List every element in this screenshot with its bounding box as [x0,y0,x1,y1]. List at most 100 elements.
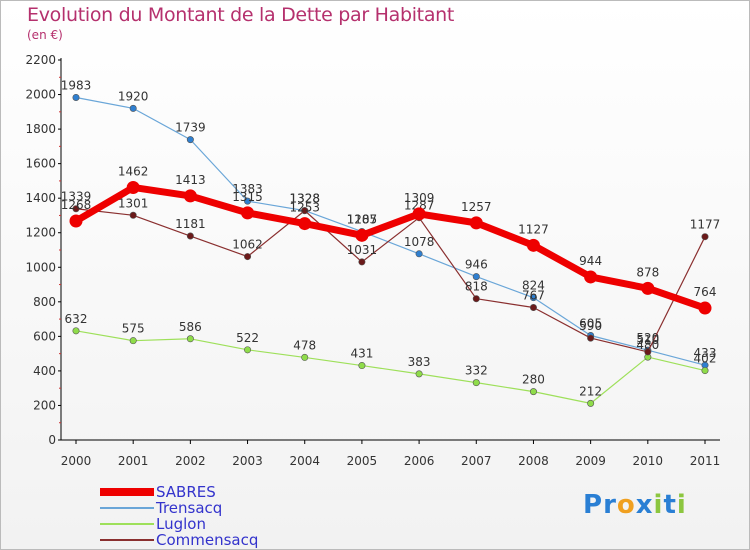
data-label-sabres: 944 [579,254,602,268]
data-label-luglon: 280 [522,373,545,387]
data-point-trensacq [72,93,80,101]
data-point-trensacq [415,250,423,258]
x-tick-label: 2005 [347,454,378,468]
data-label-commensacq: 818 [465,280,488,294]
legend-swatch [100,539,154,541]
series-line-luglon [75,330,706,404]
y-tick-label: 2200 [25,53,56,67]
logo-letter: i [653,490,664,520]
data-label-sabres: 1309 [404,191,435,205]
data-label-commensacq: 510 [636,333,659,347]
data-label-luglon: 402 [694,352,717,366]
data-label-trensacq: 1920 [118,89,149,103]
data-point-sabres [355,228,369,242]
data-label-trensacq: 1983 [61,78,92,92]
data-point-trensacq [129,104,137,112]
data-point-commensacq [244,253,252,261]
data-label-trensacq: 1739 [175,121,206,135]
data-point-luglon [701,367,709,375]
data-point-sabres [298,217,312,231]
y-tick-label: 1400 [25,191,56,205]
x-tick-label: 2001 [118,454,149,468]
data-point-commensacq [587,334,595,342]
y-tick-label: 2000 [25,88,56,102]
data-label-commensacq: 1287 [404,199,435,213]
data-label-commensacq: 1031 [347,243,378,257]
series-line-trensacq [75,96,706,366]
legend-label: Commensacq [156,531,259,549]
y-tick-label: 1200 [25,226,56,240]
data-label-luglon: 586 [179,320,202,334]
data-point-luglon [358,362,366,370]
data-point-luglon [587,399,595,407]
data-label-sabres: 1268 [61,198,92,212]
x-tick-label: 2008 [518,454,549,468]
data-point-commensacq [472,295,480,303]
y-tick-label: 800 [33,295,56,309]
data-label-trensacq: 1328 [289,192,320,206]
data-label-commensacq: 590 [579,319,602,333]
data-point-luglon [472,379,480,387]
data-label-trensacq: 946 [465,258,488,272]
data-label-commensacq: 1328 [289,192,320,206]
data-label-sabres: 1127 [518,222,549,236]
data-label-sabres: 764 [694,285,717,299]
data-point-sabres [126,180,140,194]
data-label-sabres: 1462 [118,164,149,178]
data-label-commensacq: 767 [522,289,545,303]
data-label-commensacq: 1062 [232,238,263,252]
proxiti-logo: Proxiti [583,490,687,520]
data-point-sabres [584,270,598,284]
x-tick-label: 2004 [289,454,320,468]
data-label-sabres: 1185 [347,212,378,226]
data-point-commensacq [358,258,366,266]
data-label-sabres: 878 [636,265,659,279]
data-label-trensacq: 824 [522,279,545,293]
logo-letter: P [583,490,604,520]
data-point-sabres [412,207,426,221]
data-label-sabres: 1253 [289,201,320,215]
data-point-commensacq [529,304,537,312]
x-tick-label: 2003 [232,454,263,468]
legend-label: SABRES [156,483,216,501]
data-label-luglon: 575 [122,322,145,336]
data-point-luglon [186,335,194,343]
data-label-commensacq: 1301 [118,196,149,210]
data-point-sabres [526,238,540,252]
x-tick-label: 2010 [633,454,664,468]
y-tick-label: 400 [33,364,56,378]
series-line-commensacq [75,208,706,353]
x-tick-label: 2002 [175,454,206,468]
data-point-sabres [241,206,255,220]
data-label-luglon: 383 [408,355,431,369]
data-point-commensacq [72,205,80,213]
x-tick-label: 2007 [461,454,492,468]
chart-title: Evolution du Montant de la Dette par Hab… [27,4,455,26]
y-tick-label: 1000 [25,260,56,274]
data-label-luglon: 332 [465,364,488,378]
data-label-trensacq: 433 [694,346,717,360]
data-point-commensacq [701,233,709,241]
data-label-trensacq: 1383 [232,182,263,196]
data-label-luglon: 632 [65,312,88,326]
logo-letter: i [676,490,687,520]
x-tick-label: 2006 [404,454,435,468]
series-line-sabres [72,183,709,312]
data-point-commensacq [186,232,194,240]
legend-label: Luglon [156,515,206,533]
data-label-luglon: 431 [350,347,373,361]
data-point-sabres [469,216,483,230]
data-label-commensacq: 1181 [175,217,206,231]
data-point-trensacq [472,273,480,281]
x-tick-label: 2000 [61,454,92,468]
data-label-trensacq: 605 [579,317,602,331]
logo-letter: o [616,490,636,520]
chart-subtitle: (en €) [27,28,63,42]
y-tick-label: 0 [48,433,56,447]
legend-swatch [100,523,154,525]
data-point-commensacq [301,207,309,215]
logo-letter: r [603,490,617,520]
legend-swatch [100,507,154,509]
